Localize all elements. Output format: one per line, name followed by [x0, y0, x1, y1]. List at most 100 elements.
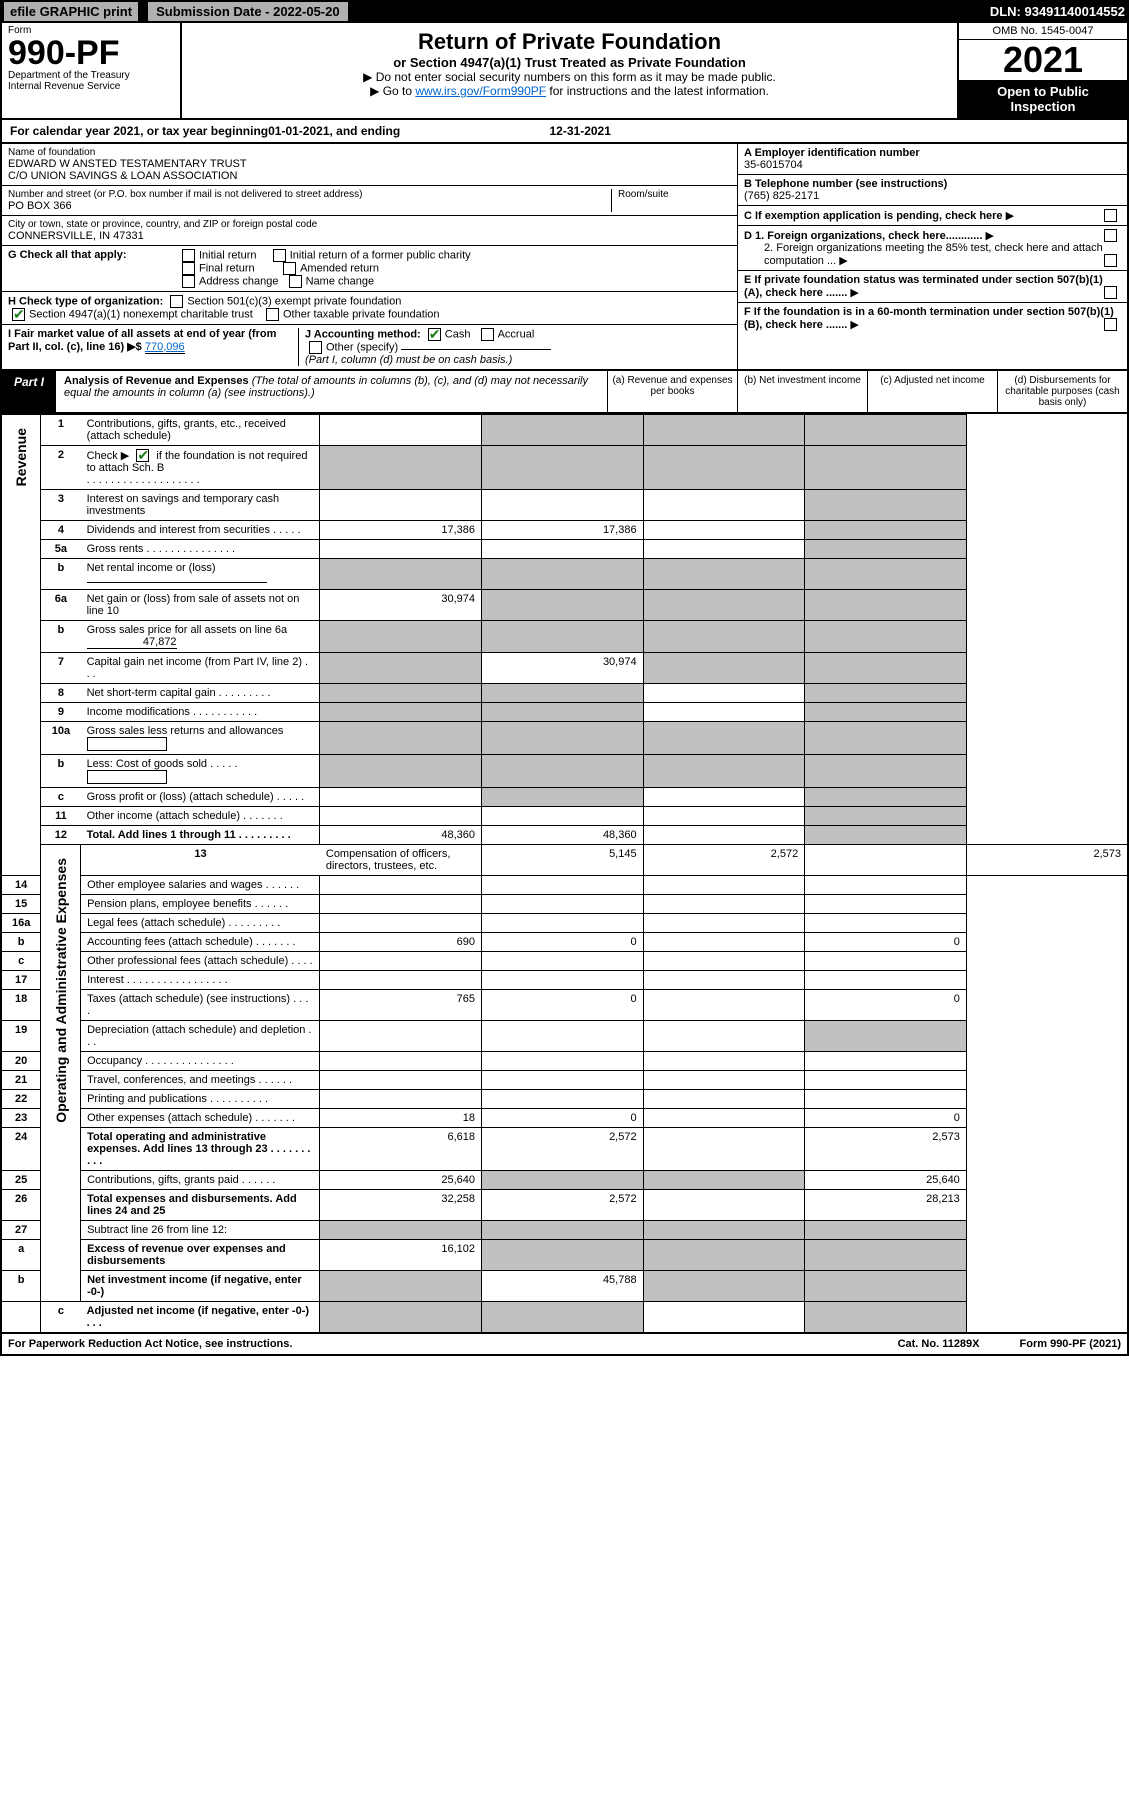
l7-d: [805, 653, 967, 684]
l7-b: 30,974: [481, 653, 643, 684]
l22-c: [643, 1090, 805, 1109]
chk-e[interactable]: [1104, 286, 1117, 299]
chk-name-change[interactable]: [289, 275, 302, 288]
chk-f[interactable]: [1104, 318, 1117, 331]
l16a-b: [481, 914, 643, 933]
chk-other-taxable[interactable]: [266, 308, 279, 321]
l23-d: 0: [805, 1109, 967, 1128]
chk-initial-former[interactable]: [273, 249, 286, 262]
l6b-desc: Gross sales price for all assets on line…: [81, 621, 320, 653]
chk-cash[interactable]: [428, 328, 441, 341]
l21-b: [481, 1071, 643, 1090]
chk-d2[interactable]: [1104, 254, 1117, 267]
l2-dots: . . . . . . . . . . . . . . . . . . .: [87, 474, 200, 486]
part1-title-text: Analysis of Revenue and Expenses: [64, 375, 249, 387]
l21-c: [643, 1071, 805, 1090]
l3-desc: Interest on savings and temporary cash i…: [81, 490, 320, 521]
i-value[interactable]: 770,096: [145, 341, 185, 354]
l10c-b: [481, 788, 643, 807]
l12-d: [805, 826, 967, 845]
entity-info: Name of foundation EDWARD W ANSTED TESTA…: [0, 144, 1129, 371]
l24-d: 2,573: [805, 1128, 967, 1171]
lineno: 5a: [41, 540, 81, 559]
table-row: 27Subtract line 26 from line 12:: [1, 1221, 1128, 1240]
chk-address-change[interactable]: [182, 275, 195, 288]
l8-desc: Net short-term capital gain . . . . . . …: [81, 684, 320, 703]
chk-final-return[interactable]: [182, 262, 195, 275]
l20-b: [481, 1052, 643, 1071]
l16c-b: [481, 952, 643, 971]
chk-d1[interactable]: [1104, 229, 1117, 242]
lineno: 4: [41, 521, 81, 540]
chk-amended[interactable]: [283, 262, 296, 275]
l8-d: [805, 684, 967, 703]
name-cell: Name of foundation EDWARD W ANSTED TESTA…: [2, 144, 737, 185]
l6b-d: [805, 621, 967, 653]
l17-a: [320, 971, 482, 990]
l5b-txt: Net rental income or (loss): [87, 562, 216, 574]
l16b-desc: Accounting fees (attach schedule) . . . …: [81, 933, 320, 952]
chk-initial-return[interactable]: [182, 249, 195, 262]
l20-c: [643, 1052, 805, 1071]
chk-accrual[interactable]: [481, 328, 494, 341]
chk-schb[interactable]: [136, 449, 149, 462]
chk-4947[interactable]: [12, 308, 25, 321]
submission-date: Submission Date - 2022-05-20: [148, 2, 348, 21]
table-row: cAdjusted net income (if negative, enter…: [1, 1302, 1128, 1334]
side-revenue: Revenue: [1, 414, 41, 876]
l16a-desc: Legal fees (attach schedule) . . . . . .…: [81, 914, 320, 933]
table-row: bNet investment income (if negative, ent…: [1, 1271, 1128, 1302]
l5a-a: [320, 540, 482, 559]
l9-a: [320, 703, 482, 722]
l14-c: [643, 876, 805, 895]
efile-btn[interactable]: efile GRAPHIC print: [4, 2, 138, 21]
calyear-begin: 01-01-2021: [268, 124, 329, 138]
col-c-hdr: (c) Adjusted net income: [867, 371, 997, 412]
l27c-d: [805, 1302, 967, 1334]
table-row: bGross sales price for all assets on lin…: [1, 621, 1128, 653]
form990pf-link[interactable]: www.irs.gov/Form990PF: [415, 84, 546, 98]
form-inst1: ▶ Do not enter social security numbers o…: [188, 70, 951, 84]
l16c-d: [805, 952, 967, 971]
l10b-desc: Less: Cost of goods sold . . . . .: [81, 755, 320, 788]
l10c-a: [320, 788, 482, 807]
table-row: Revenue 1 Contributions, gifts, grants, …: [1, 414, 1128, 445]
l3-a: [320, 490, 482, 521]
footer-mid: Cat. No. 11289X: [898, 1338, 980, 1350]
l16c-desc: Other professional fees (attach schedule…: [81, 952, 320, 971]
lineno: b: [41, 559, 81, 590]
l15-a: [320, 895, 482, 914]
tax-year: 2021: [959, 40, 1127, 80]
inst2-post: for instructions and the latest informat…: [549, 84, 768, 98]
j-cash: Cash: [445, 328, 471, 340]
l16b-b: 0: [481, 933, 643, 952]
l14-a: [320, 876, 482, 895]
entity-left: Name of foundation EDWARD W ANSTED TESTA…: [2, 144, 737, 369]
lineno: 27: [1, 1221, 41, 1240]
table-row: 17Interest . . . . . . . . . . . . . . .…: [1, 971, 1128, 990]
l12-b: 48,360: [481, 826, 643, 845]
l5b-a: [320, 559, 482, 590]
d2-arrow: ▶: [839, 255, 847, 267]
j-note: (Part I, column (d) must be on cash basi…: [305, 354, 512, 366]
l21-desc: Travel, conferences, and meetings . . . …: [81, 1071, 320, 1090]
chk-other-method[interactable]: [309, 341, 322, 354]
l22-d: [805, 1090, 967, 1109]
name-label: Name of foundation: [8, 147, 731, 158]
l21-a: [320, 1071, 482, 1090]
l16c-a: [320, 952, 482, 971]
l27a-d: [805, 1240, 967, 1271]
l7-c: [643, 653, 805, 684]
form-header: Form 990-PF Department of the Treasury I…: [0, 23, 1129, 120]
l17-c: [643, 971, 805, 990]
chk-c[interactable]: [1104, 209, 1117, 222]
lineno: c: [41, 1302, 81, 1334]
l8-c: [643, 684, 805, 703]
l11-desc: Other income (attach schedule) . . . . .…: [81, 807, 320, 826]
table-row: 8Net short-term capital gain . . . . . .…: [1, 684, 1128, 703]
g-label: G Check all that apply:: [8, 249, 178, 261]
chk-501c3[interactable]: [170, 295, 183, 308]
table-row: cOther professional fees (attach schedul…: [1, 952, 1128, 971]
l10c-desc: Gross profit or (loss) (attach schedule)…: [81, 788, 320, 807]
l5a-b: [481, 540, 643, 559]
